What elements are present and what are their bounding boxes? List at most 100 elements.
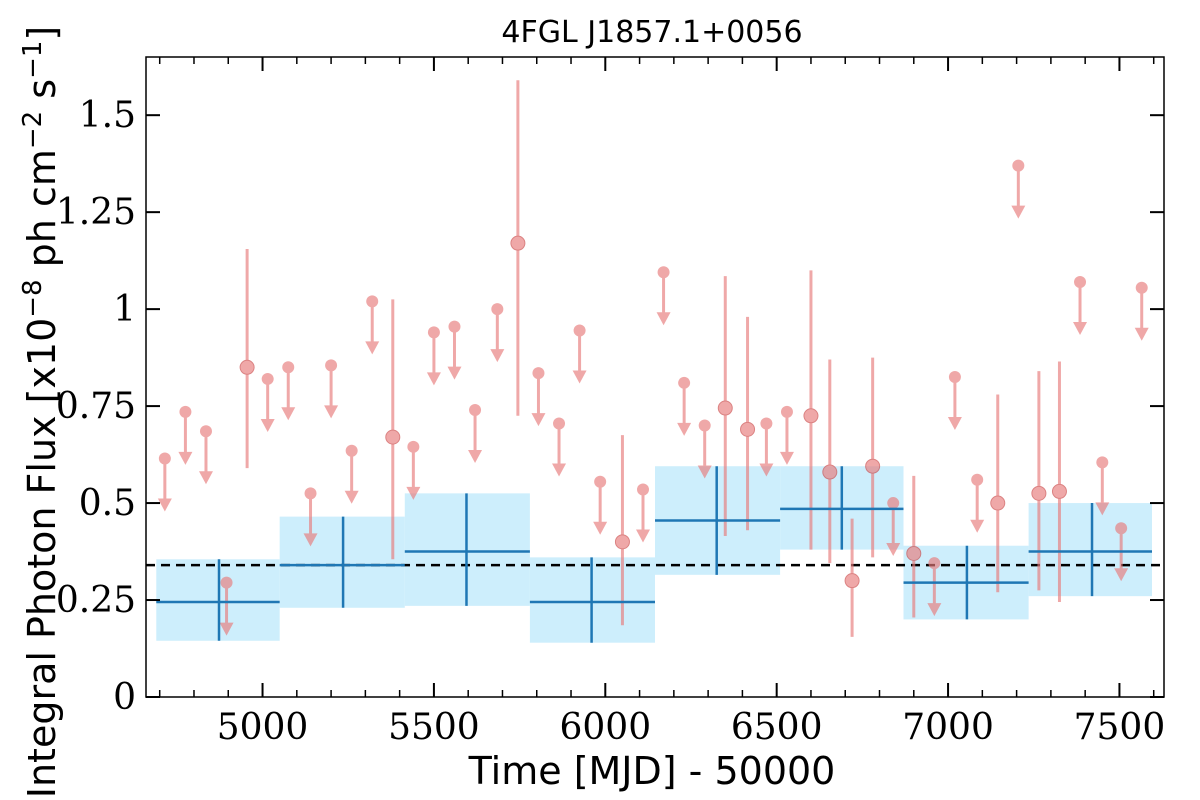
detection-marker — [740, 421, 756, 437]
upper-limit-point — [779, 405, 794, 465]
upper-limit-marker — [698, 419, 711, 432]
y-label-mid2: s — [20, 79, 64, 111]
y-axis-ticks: 0 0.25 0.5 0.75 1 1.25 1.5 — [56, 95, 1164, 718]
y-label-exp3: −1 — [18, 41, 48, 79]
y-tick-label: 0 — [113, 677, 136, 718]
upper-limit-point — [303, 487, 318, 547]
upper-limit-arrow — [1011, 205, 1026, 219]
x-tick-label: 5000 — [217, 707, 309, 748]
upper-limit-marker — [304, 487, 317, 500]
detection-point — [717, 276, 733, 537]
upper-limit-arrow — [178, 451, 193, 465]
upper-limit-arrow — [1095, 502, 1110, 516]
upper-limit-arrow — [426, 372, 441, 386]
upper-limit-points — [157, 159, 1149, 636]
binned-point — [279, 516, 405, 608]
detection-point — [990, 394, 1006, 593]
detection-marker — [1031, 485, 1047, 501]
detection-point — [614, 435, 630, 626]
upper-limit-arrow — [303, 533, 318, 547]
detection-point — [906, 475, 922, 618]
upper-limit-marker — [928, 557, 941, 570]
upper-limit-arrow — [656, 312, 671, 326]
upper-limit-marker — [1012, 159, 1025, 172]
y-tick-label: 0.25 — [56, 580, 136, 621]
y-tick-label: 1.5 — [79, 95, 136, 136]
upper-limit-marker — [532, 367, 545, 380]
x-tick-label: 6000 — [559, 707, 651, 748]
upper-limit-arrow — [779, 451, 794, 465]
detection-marker — [822, 464, 838, 480]
upper-limit-arrow — [447, 366, 462, 380]
upper-limit-marker — [948, 371, 961, 383]
upper-limit-point — [947, 371, 962, 430]
x-axis-ticks: 5000 5500 6000 6500 7000 7500 — [158, 57, 1166, 748]
upper-limit-point — [406, 440, 421, 500]
upper-limit-marker — [491, 303, 504, 316]
upper-limit-point — [447, 320, 462, 380]
upper-limit-arrow — [344, 490, 359, 504]
detection-point — [1051, 361, 1067, 602]
upper-limit-arrow — [636, 529, 651, 543]
upper-limit-point — [219, 576, 234, 636]
upper-limit-point — [1073, 275, 1088, 335]
y-label-end: ] — [20, 26, 64, 41]
upper-limit-point — [157, 452, 172, 512]
upper-limit-marker — [887, 497, 900, 510]
upper-limit-point — [552, 417, 567, 477]
upper-limit-marker — [220, 576, 233, 589]
binned-point — [780, 466, 904, 550]
binned-point — [156, 559, 280, 641]
upper-limit-point — [1114, 522, 1129, 582]
upper-limit-point — [365, 295, 380, 355]
upper-limit-marker — [199, 425, 212, 438]
upper-limit-arrow — [1114, 568, 1129, 582]
upper-limit-point — [178, 405, 193, 465]
upper-limit-point — [198, 425, 213, 485]
upper-limit-marker — [678, 376, 691, 389]
upper-limit-point — [927, 557, 942, 617]
upper-limit-arrow — [219, 622, 234, 636]
upper-limit-marker — [469, 403, 482, 416]
detection-marker — [239, 359, 255, 375]
upper-limit-marker — [971, 473, 984, 486]
upper-limit-marker — [553, 417, 566, 430]
binned-point — [903, 545, 1029, 620]
upper-limit-marker — [573, 324, 586, 337]
x-tick-label: 5500 — [388, 707, 480, 748]
upper-limit-marker — [780, 405, 793, 418]
detection-marker — [865, 458, 881, 474]
upper-limit-arrow — [406, 486, 421, 500]
upper-limit-point — [970, 473, 985, 533]
y-label-mid: ph cm — [20, 149, 64, 279]
y-label-exp2: −2 — [18, 111, 48, 149]
detection-point — [385, 299, 401, 560]
upper-limit-point — [656, 266, 671, 326]
upper-limit-marker — [282, 361, 295, 374]
y-label-exp1: −8 — [18, 279, 48, 317]
upper-limit-arrow — [198, 471, 213, 485]
detection-marker — [803, 408, 819, 424]
upper-limit-marker — [637, 483, 650, 496]
upper-limit-point — [697, 419, 712, 479]
upper-limit-point — [1095, 456, 1110, 516]
detection-point — [740, 316, 756, 531]
upper-limit-marker — [657, 266, 670, 279]
plot-frame — [145, 56, 1165, 698]
upper-limit-marker — [594, 475, 607, 488]
upper-limit-point — [677, 376, 692, 436]
upper-limit-arrow — [697, 465, 712, 479]
detection-point — [803, 270, 819, 550]
x-tick-label: 7500 — [1074, 707, 1166, 748]
detection-point — [239, 249, 255, 469]
detection-point — [510, 80, 526, 416]
upper-limit-point — [324, 359, 339, 419]
upper-limit-marker — [1074, 275, 1087, 288]
chart-title: 4FGL J1857.1+0056 — [501, 15, 802, 50]
upper-limit-marker — [760, 417, 773, 430]
detection-marker — [510, 235, 526, 251]
upper-limit-point — [759, 417, 774, 477]
upper-limit-marker — [1135, 281, 1148, 294]
upper-limit-arrow — [324, 405, 339, 419]
